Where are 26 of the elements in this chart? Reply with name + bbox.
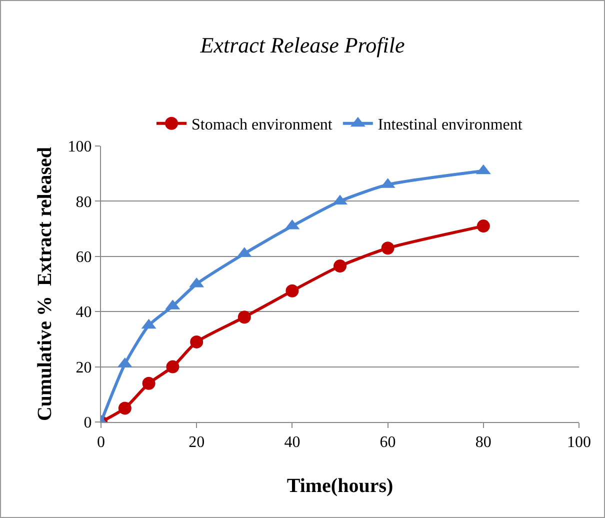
- point: [334, 260, 346, 273]
- point: [142, 376, 156, 390]
- legend-label: Intestinal environment: [378, 116, 523, 134]
- x-tick-label: 60: [380, 434, 396, 452]
- point: [190, 335, 204, 348]
- point: [286, 284, 299, 298]
- y-tick-label: 80: [76, 194, 92, 211]
- x-tick-label: 100: [567, 434, 591, 452]
- y-tick-label: 60: [76, 249, 92, 266]
- legend-label: Stomach environment: [192, 116, 333, 134]
- x-tick-label: 0: [97, 434, 105, 452]
- y-tick-label: 20: [76, 359, 92, 376]
- x-tick-label: 40: [284, 434, 300, 452]
- y-axis-title: Cumulative % Extract released: [34, 146, 56, 422]
- x-tick-label: 20: [188, 434, 205, 452]
- y-tick-label: 0: [84, 414, 92, 432]
- x-tick-label: 80: [475, 434, 492, 452]
- y-tick-label: 100: [68, 138, 92, 156]
- point: [118, 402, 132, 415]
- point: [381, 242, 394, 255]
- y-tick-label: 40: [76, 304, 92, 322]
- point: [476, 220, 490, 233]
- point: [166, 360, 180, 374]
- x-axis-title: Time(hours): [286, 475, 394, 497]
- point: [238, 310, 251, 324]
- chart-title: Extract Release Profile: [199, 32, 405, 58]
